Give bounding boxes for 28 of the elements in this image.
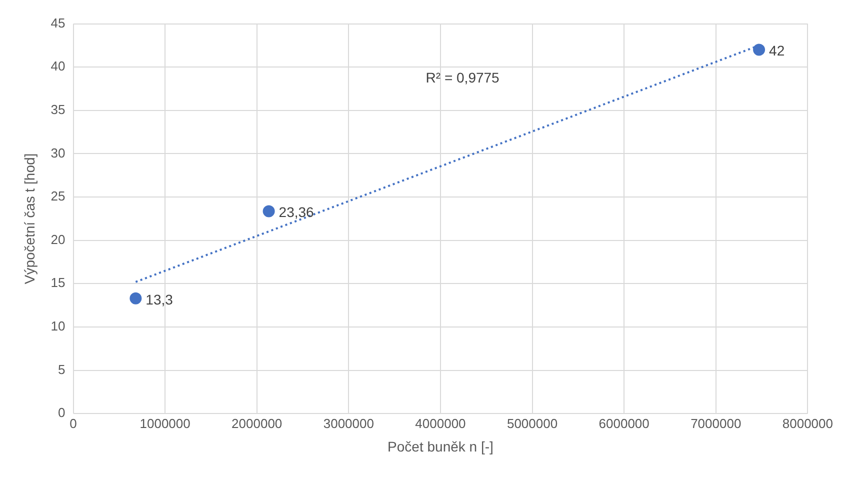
y-tick-label: 35 bbox=[50, 102, 66, 117]
annotation: R² = 0,9775 bbox=[426, 70, 500, 86]
x-tick-label: 8000000 bbox=[782, 416, 834, 431]
y-tick-label: 40 bbox=[50, 58, 66, 74]
x-tick-label: 7000000 bbox=[690, 416, 742, 431]
x-tick-label: 3000000 bbox=[323, 416, 374, 431]
x-tick-label: 4000000 bbox=[415, 416, 466, 431]
data-label: 42 bbox=[769, 42, 785, 59]
point bbox=[753, 44, 766, 56]
y-tick-label: 25 bbox=[50, 188, 66, 204]
x-tick-label: 0 bbox=[70, 416, 77, 431]
y-tick-label: 30 bbox=[50, 145, 66, 160]
x-tick-label: 1000000 bbox=[140, 416, 190, 431]
x-tick-label: 5000000 bbox=[506, 416, 558, 431]
y-tick-label: 15 bbox=[50, 275, 66, 290]
point bbox=[130, 292, 142, 304]
point bbox=[262, 205, 275, 218]
y-tick-label: 45 bbox=[50, 15, 66, 30]
data-label: 13,3 bbox=[146, 291, 174, 308]
x-axis-title: Počet buněk n [-] bbox=[388, 438, 494, 454]
x-tick-label: 6000000 bbox=[598, 416, 650, 431]
y-tick-label: 10 bbox=[50, 318, 66, 334]
data-label: 23,36 bbox=[278, 204, 314, 220]
y-tick-label: 0 bbox=[58, 405, 66, 420]
y-tick-label: 5 bbox=[58, 362, 66, 377]
y-tick-label: 20 bbox=[50, 232, 66, 247]
y-axis-title: Výpočetní čas t [hod] bbox=[21, 153, 38, 284]
x-tick-label: 2000000 bbox=[232, 416, 282, 431]
